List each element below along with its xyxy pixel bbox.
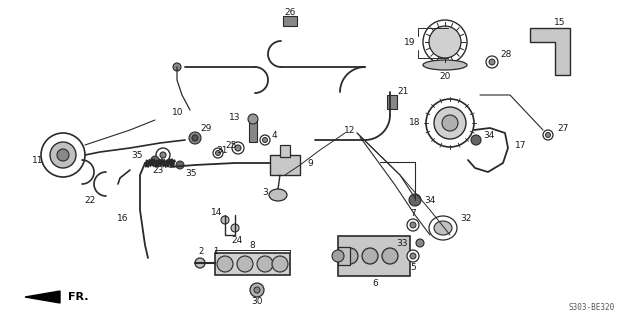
Circle shape <box>216 150 221 156</box>
Circle shape <box>254 287 260 293</box>
Text: 22: 22 <box>84 196 95 204</box>
Text: 32: 32 <box>460 213 472 222</box>
Circle shape <box>248 114 258 124</box>
Text: 30: 30 <box>251 298 263 307</box>
Circle shape <box>546 132 551 138</box>
Text: 28: 28 <box>500 50 511 59</box>
Text: 5: 5 <box>410 263 416 273</box>
Text: 4: 4 <box>272 131 278 140</box>
Circle shape <box>57 149 69 161</box>
Circle shape <box>237 256 253 272</box>
Circle shape <box>189 132 201 144</box>
Text: S303-BE320: S303-BE320 <box>569 303 615 312</box>
Text: 6: 6 <box>372 278 378 287</box>
Polygon shape <box>530 28 570 75</box>
Circle shape <box>235 145 241 151</box>
Text: 33: 33 <box>396 238 408 247</box>
Text: 2: 2 <box>199 246 204 255</box>
Text: 3: 3 <box>262 188 268 196</box>
Text: 12: 12 <box>345 125 356 134</box>
Circle shape <box>160 152 166 158</box>
Circle shape <box>232 142 244 154</box>
Circle shape <box>192 135 198 141</box>
Circle shape <box>250 283 264 297</box>
Circle shape <box>407 219 419 231</box>
Circle shape <box>409 194 421 206</box>
Text: 24: 24 <box>231 236 242 244</box>
Bar <box>283 16 297 26</box>
Circle shape <box>231 224 239 232</box>
Bar <box>249 120 257 142</box>
Circle shape <box>543 130 553 140</box>
Circle shape <box>410 222 416 228</box>
Circle shape <box>50 142 76 168</box>
Text: 9: 9 <box>307 158 313 167</box>
Text: 20: 20 <box>439 71 450 81</box>
Circle shape <box>332 250 344 262</box>
Circle shape <box>410 253 416 259</box>
Circle shape <box>486 56 498 68</box>
Circle shape <box>257 256 273 272</box>
Text: 14: 14 <box>211 207 222 217</box>
Text: 34: 34 <box>424 196 435 204</box>
Bar <box>270 155 300 175</box>
Circle shape <box>262 138 267 142</box>
Text: 35: 35 <box>131 150 143 159</box>
Circle shape <box>156 148 170 162</box>
Text: 27: 27 <box>557 124 568 132</box>
Text: 15: 15 <box>554 18 566 27</box>
Text: 31: 31 <box>217 146 228 155</box>
Text: 13: 13 <box>229 113 240 122</box>
Text: 21: 21 <box>397 86 408 95</box>
Polygon shape <box>25 291 60 303</box>
Bar <box>338 247 350 265</box>
Circle shape <box>426 99 474 147</box>
Ellipse shape <box>429 216 457 240</box>
Circle shape <box>407 250 419 262</box>
Text: 16: 16 <box>117 213 128 222</box>
Bar <box>280 145 290 157</box>
Circle shape <box>41 133 85 177</box>
Circle shape <box>362 248 378 264</box>
Text: 26: 26 <box>284 7 296 17</box>
Circle shape <box>489 59 495 65</box>
Text: FR.: FR. <box>68 292 88 302</box>
Text: 10: 10 <box>172 108 184 116</box>
Ellipse shape <box>434 221 452 235</box>
Text: 25: 25 <box>225 140 236 149</box>
Text: 29: 29 <box>200 124 211 132</box>
Circle shape <box>195 258 205 268</box>
Circle shape <box>429 26 461 58</box>
Circle shape <box>221 216 229 224</box>
Bar <box>338 236 410 276</box>
Bar <box>215 253 290 275</box>
Text: 19: 19 <box>404 37 415 46</box>
Text: 23: 23 <box>152 165 164 174</box>
Circle shape <box>382 248 398 264</box>
Text: 8: 8 <box>249 241 255 250</box>
Text: 35: 35 <box>185 169 196 178</box>
Text: 1: 1 <box>213 246 219 255</box>
Bar <box>387 95 397 109</box>
Circle shape <box>423 20 467 64</box>
Circle shape <box>442 115 458 131</box>
Circle shape <box>176 161 184 169</box>
Circle shape <box>217 256 233 272</box>
Circle shape <box>342 248 358 264</box>
Text: 18: 18 <box>409 117 420 126</box>
Circle shape <box>213 148 223 158</box>
Circle shape <box>434 107 466 139</box>
Ellipse shape <box>423 60 467 70</box>
Circle shape <box>151 156 159 164</box>
Circle shape <box>416 239 424 247</box>
Circle shape <box>260 135 270 145</box>
Text: 7: 7 <box>410 209 416 218</box>
Text: 17: 17 <box>515 140 526 149</box>
Ellipse shape <box>269 189 287 201</box>
Circle shape <box>471 135 481 145</box>
Text: 11: 11 <box>32 156 44 164</box>
Circle shape <box>272 256 288 272</box>
Circle shape <box>173 63 181 71</box>
Text: 34: 34 <box>483 131 495 140</box>
